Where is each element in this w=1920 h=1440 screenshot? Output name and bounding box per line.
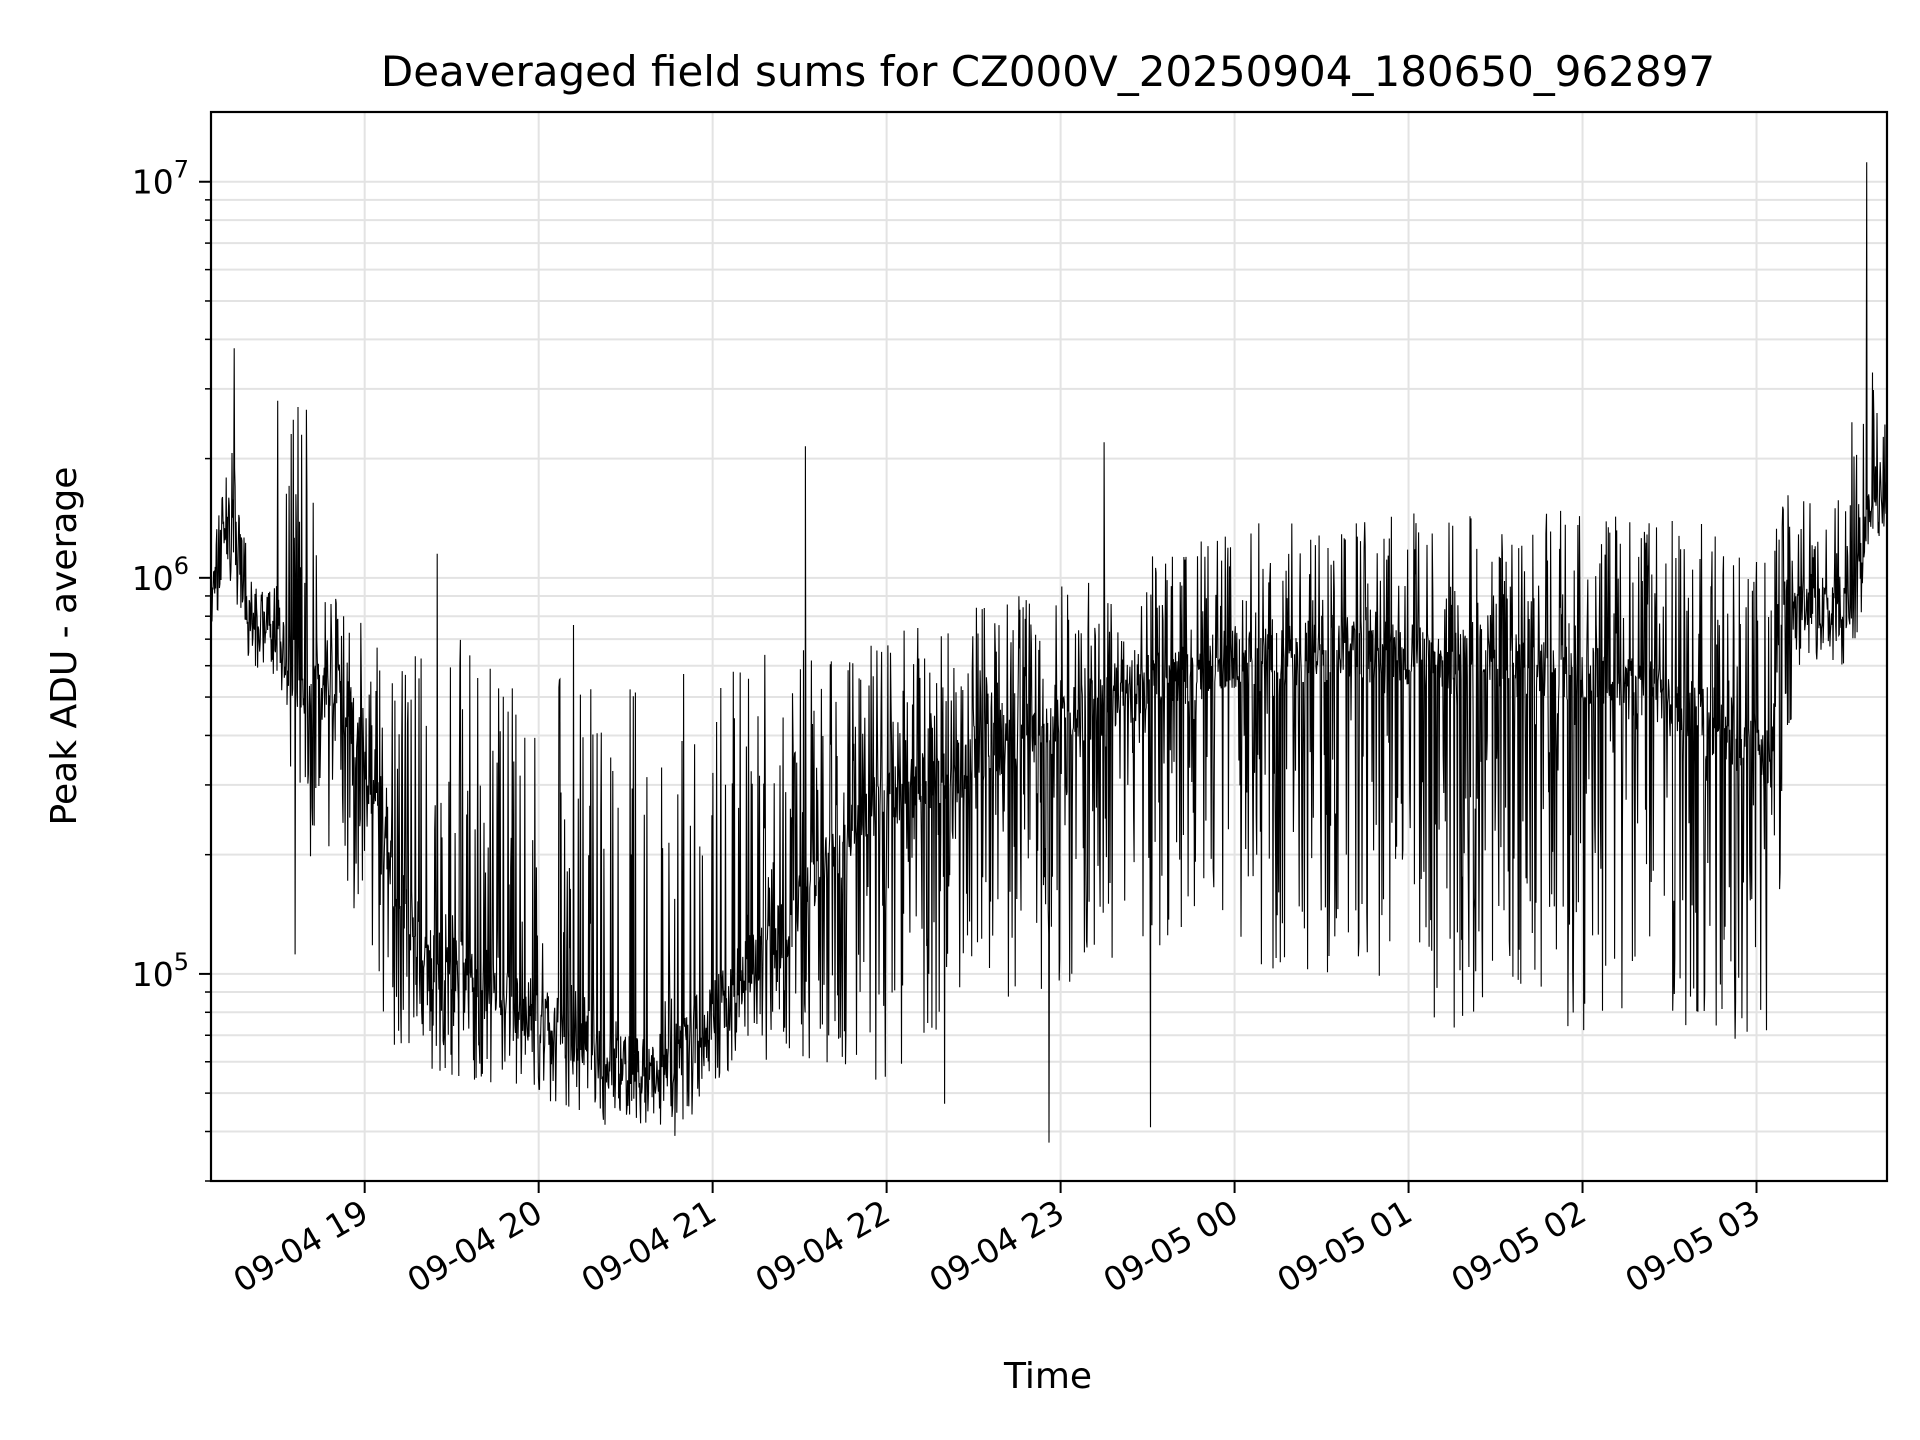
y-tick-exponent: 7: [174, 156, 189, 184]
chart-title: Deaveraged field sums for CZ000V_2025090…: [381, 47, 1715, 96]
x-axis-label: Time: [1003, 1356, 1092, 1397]
y-tick-exponent: 6: [174, 552, 189, 580]
y-tick-exponent: 5: [174, 948, 189, 976]
series-line: [210, 162, 1888, 1143]
y-tick-base: 10: [132, 559, 174, 598]
y-tick-label: 105: [132, 948, 189, 994]
y-tick-label: 106: [132, 552, 189, 598]
y-tick-base: 10: [132, 163, 174, 202]
y-tick-label: 107: [132, 156, 189, 202]
data-series-line: [210, 162, 1888, 1143]
plot-frame: [209, 110, 1889, 1183]
y-axis-label: Peak ADU - average: [44, 467, 85, 826]
y-tick-base: 10: [132, 955, 174, 994]
